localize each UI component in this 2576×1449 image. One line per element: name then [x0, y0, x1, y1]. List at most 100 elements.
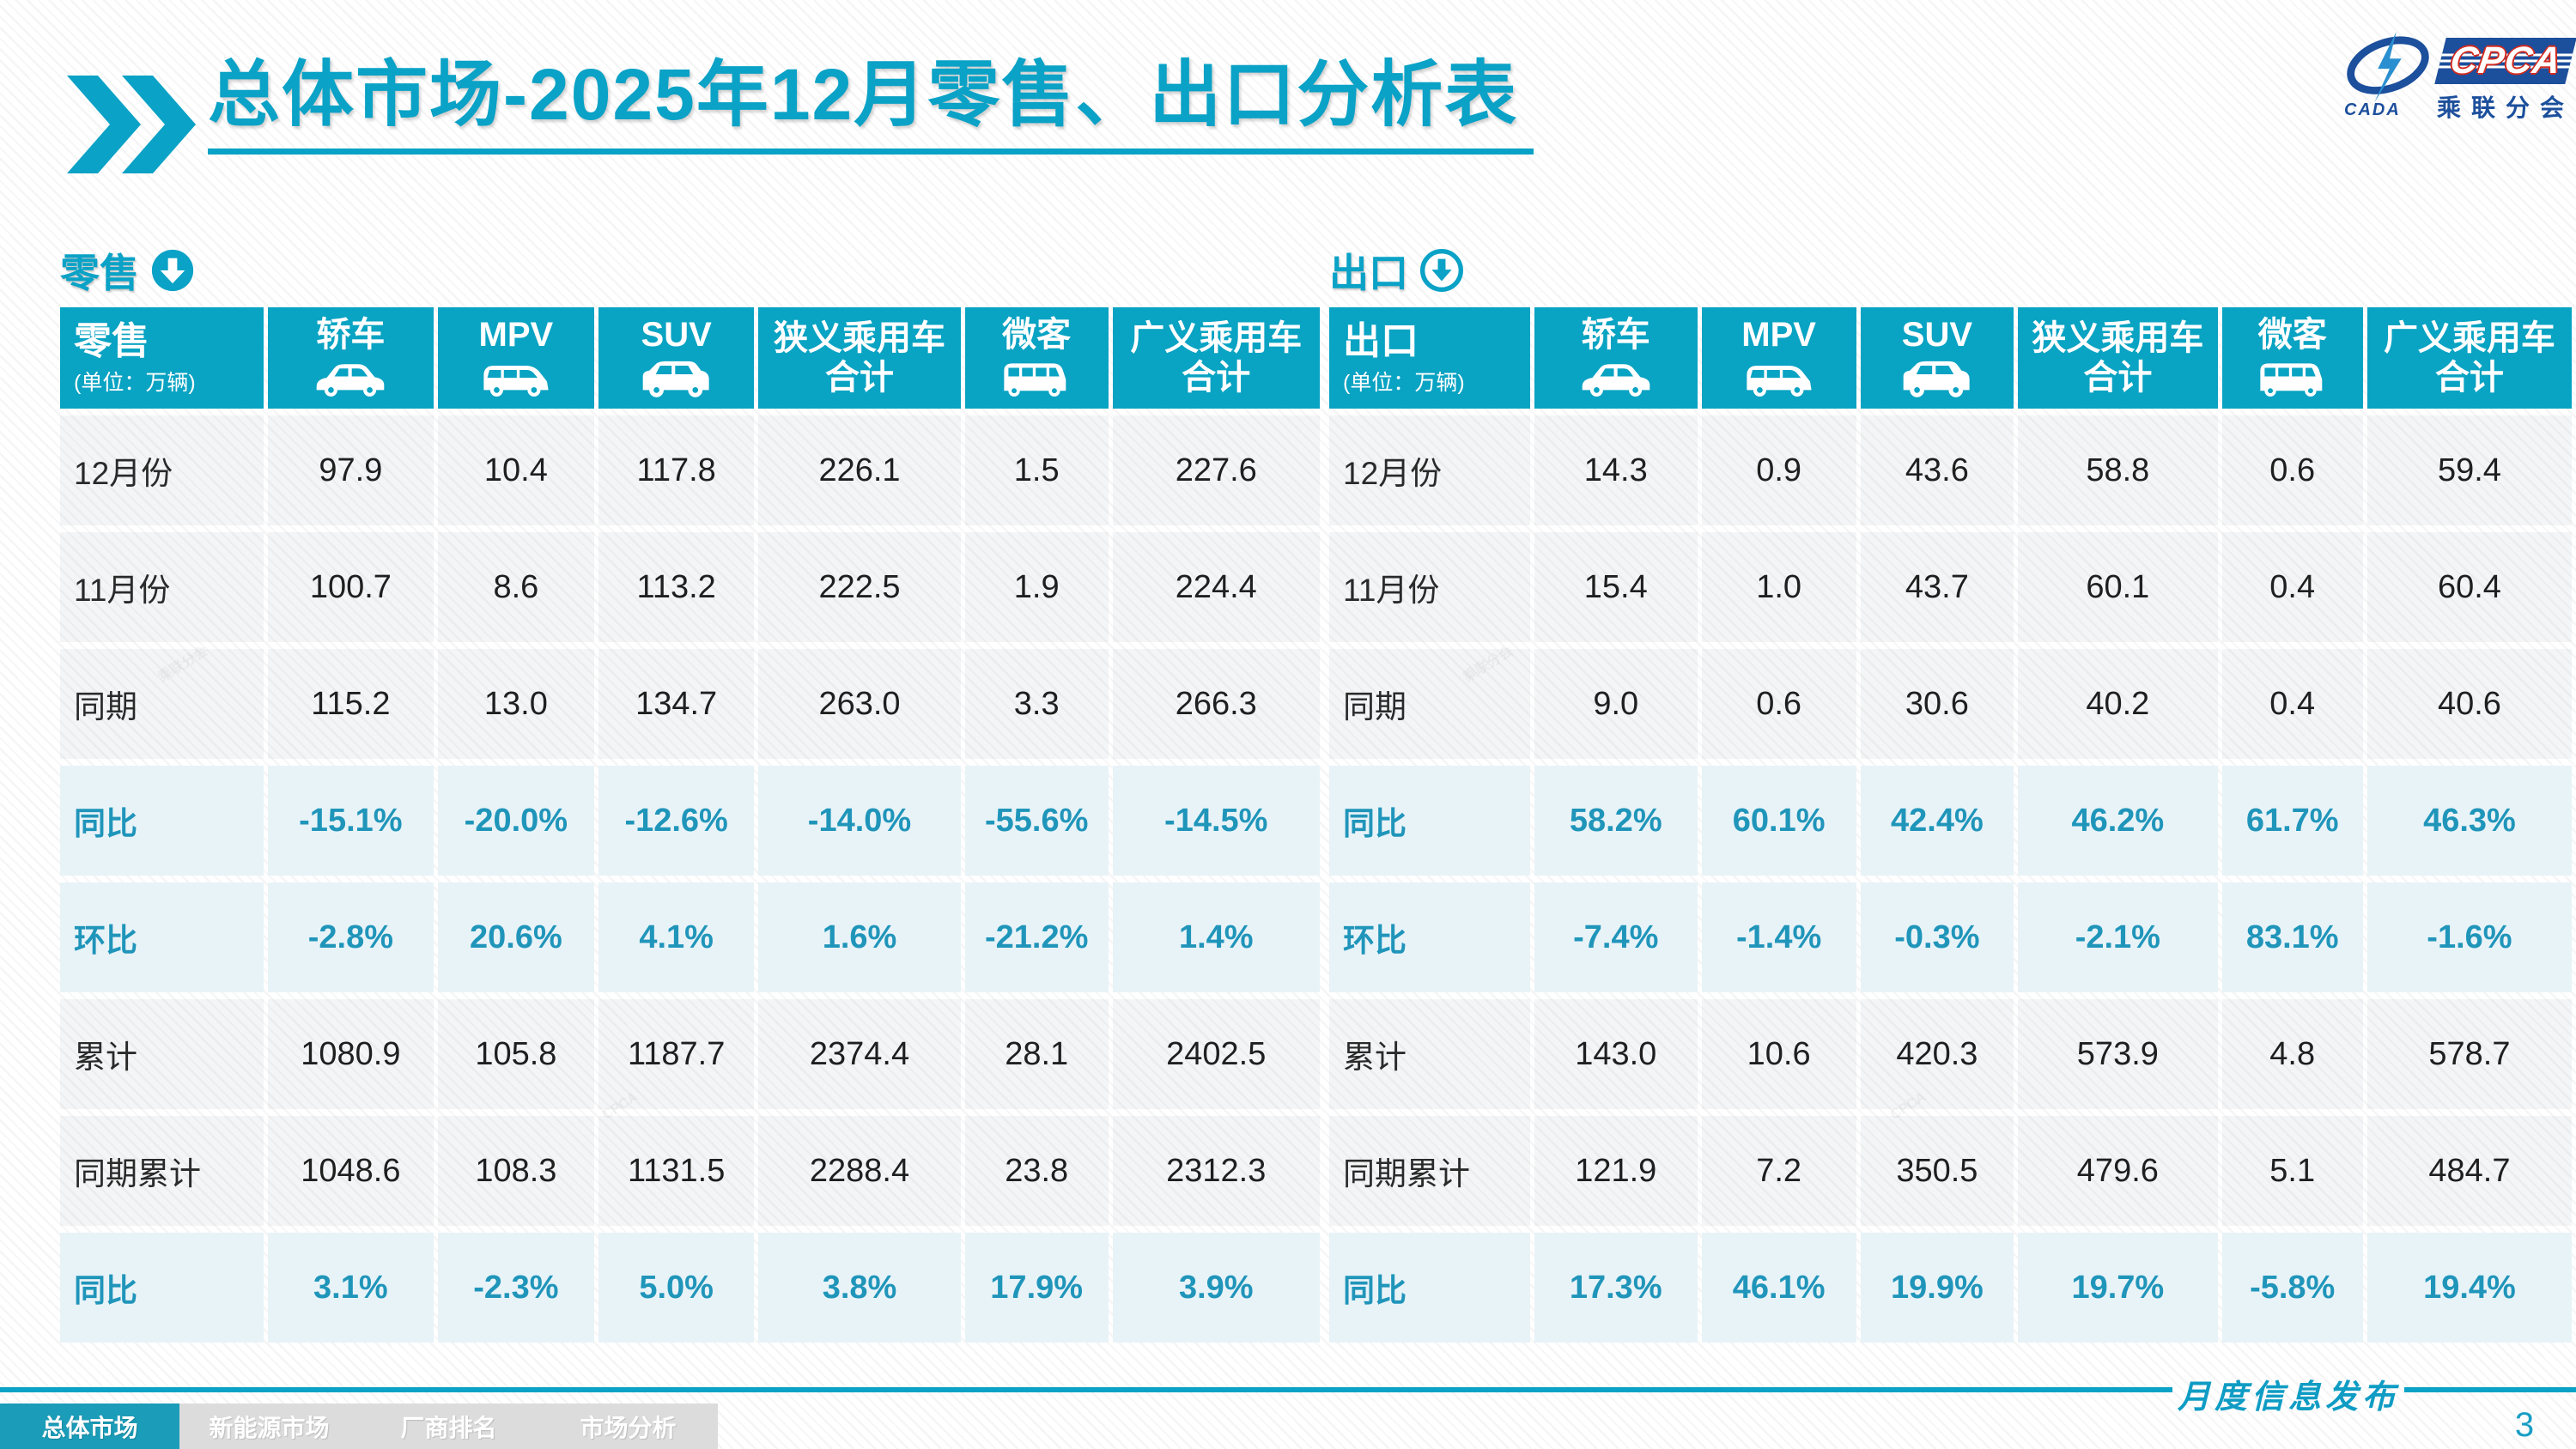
- value-cell: 4.8: [2221, 999, 2363, 1109]
- column-header: 微客: [2221, 307, 2363, 409]
- value-cell: 3.9%: [1112, 1233, 1320, 1343]
- value-cell: 2402.5: [1112, 999, 1320, 1109]
- sedan-icon: [317, 364, 385, 397]
- column-label: 微客: [1002, 316, 1072, 354]
- value-cell: 2374.4: [758, 999, 961, 1109]
- tab-overall-market[interactable]: 总体市场: [0, 1404, 179, 1449]
- value-cell: 59.4: [2366, 415, 2572, 525]
- retail-section-header: 零售: [60, 242, 194, 299]
- value-cell: 0.6: [1701, 649, 1856, 759]
- column-label: 广义乘用车: [2383, 319, 2555, 357]
- export-table: 出口 (单位：万辆) 轿车 MPV SUV 狭义乘用车 合计 微客 广义乘用车 合计 12月份 14.…: [1325, 300, 2576, 1349]
- column-header: SUV: [1860, 307, 2014, 409]
- corner-label: 出口: [1343, 320, 1419, 363]
- column-label-line2: 合计: [2083, 359, 2153, 397]
- value-cell: 3.3: [964, 649, 1109, 759]
- table-row: 同比 58.2% 60.1% 42.4% 46.2% 61.7% 46.3%: [1329, 766, 2572, 876]
- value-cell: 0.4: [2221, 649, 2363, 759]
- row-label: 环比: [1329, 882, 1530, 992]
- value-cell: 226.1: [758, 415, 961, 525]
- value-cell: 134.7: [598, 649, 755, 759]
- column-label: 狭义乘用车: [774, 319, 945, 357]
- tab-nev-market[interactable]: 新能源市场: [179, 1404, 359, 1449]
- sedan-icon: [1582, 364, 1650, 397]
- value-cell: 0.9: [1701, 415, 1856, 525]
- value-cell: -1.6%: [2366, 882, 2572, 992]
- mpv-icon: [1747, 365, 1812, 397]
- value-cell: 1.0: [1701, 532, 1856, 642]
- column-label: MPV: [1741, 316, 1816, 354]
- value-cell: 23.8: [964, 1116, 1109, 1226]
- value-cell: 1187.7: [598, 999, 755, 1109]
- value-cell: 484.7: [2366, 1116, 2572, 1226]
- footer-publication-label: 月度信息发布: [2177, 1379, 2399, 1416]
- value-cell: 14.3: [1534, 415, 1698, 525]
- column-label: 广义乘用车: [1130, 319, 1303, 357]
- value-cell: -15.1%: [268, 766, 434, 876]
- value-cell: 5.1: [2221, 1116, 2363, 1226]
- column-label-line2: 合计: [1182, 359, 1251, 397]
- value-cell: 8.6: [437, 532, 595, 642]
- value-cell: 19.9%: [1860, 1233, 2014, 1343]
- value-cell: 58.2%: [1534, 766, 1698, 876]
- value-cell: -5.8%: [2221, 1233, 2363, 1343]
- value-cell: 43.7: [1860, 532, 2014, 642]
- retail-data-table: 零售 (单位：万辆) 轿车 MPV SUV 狭义乘用车 合计 微客 广义乘用车 合计 12月份 97.…: [56, 300, 1324, 1349]
- column-header: 轿车: [268, 307, 434, 409]
- row-label: 累计: [60, 999, 264, 1109]
- value-cell: 115.2: [268, 649, 434, 759]
- value-cell: -0.3%: [1860, 882, 2014, 992]
- row-label: 12月份: [60, 415, 264, 525]
- table-row: 累计 143.0 10.6 420.3 573.9 4.8 578.7: [1329, 999, 2572, 1109]
- value-cell: 60.1: [2018, 532, 2218, 642]
- table-row: 同期 115.2 13.0 134.7 263.0 3.3 266.3: [60, 649, 1320, 759]
- value-cell: 61.7%: [2221, 766, 2363, 876]
- value-cell: 1.4%: [1112, 882, 1320, 992]
- column-header: 广义乘用车 合计: [2366, 307, 2572, 409]
- tab-oem-ranking[interactable]: 厂商排名: [359, 1404, 538, 1449]
- column-label: 狭义乘用车: [2032, 319, 2204, 357]
- column-header: 狭义乘用车 合计: [758, 307, 961, 409]
- row-label: 同期累计: [60, 1116, 264, 1226]
- unit-note: (单位：万辆): [1343, 370, 1465, 395]
- table-row: 同期累计 121.9 7.2 350.5 479.6 5.1 484.7: [1329, 1116, 2572, 1226]
- export-data-table: 出口 (单位：万辆) 轿车 MPV SUV 狭义乘用车 合计 微客 广义乘用车 合计 12月份 14.…: [1325, 300, 2576, 1349]
- row-label: 同比: [60, 1233, 264, 1343]
- value-cell: 9.0: [1534, 649, 1698, 759]
- row-label: 环比: [60, 882, 264, 992]
- mpv-icon: [483, 365, 549, 397]
- value-cell: 1.9: [964, 532, 1109, 642]
- value-cell: 97.9: [268, 415, 434, 525]
- value-cell: 105.8: [437, 999, 595, 1109]
- value-cell: 350.5: [1860, 1116, 2014, 1226]
- export-section-label: 出口: [1329, 251, 1408, 295]
- column-label: 微客: [2257, 316, 2327, 354]
- double-chevron-icon: [67, 76, 196, 173]
- table-row: 同期 9.0 0.6 30.6 40.2 0.4 40.6: [1329, 649, 2572, 759]
- table-row: 同比 3.1% -2.3% 5.0% 3.8% 17.9% 3.9%: [60, 1233, 1320, 1343]
- tab-market-analysis[interactable]: 市场分析: [538, 1404, 718, 1449]
- cpca-label: CPCA: [2447, 39, 2564, 82]
- column-header: 轿车: [1534, 307, 1698, 409]
- column-header: 广义乘用车 合计: [1112, 307, 1320, 409]
- value-cell: -14.0%: [758, 766, 961, 876]
- export-corner-cell: 出口 (单位：万辆): [1329, 307, 1530, 409]
- table-row: 12月份 14.3 0.9 43.6 58.8 0.6 59.4: [1329, 415, 2572, 525]
- value-cell: 1.6%: [758, 882, 961, 992]
- column-label: 轿车: [1581, 316, 1650, 354]
- value-cell: 7.2: [1701, 1116, 1856, 1226]
- value-cell: 46.2%: [2018, 766, 2218, 876]
- value-cell: 227.6: [1112, 415, 1320, 525]
- column-header: MPV: [1701, 307, 1856, 409]
- table-row: 11月份 15.4 1.0 43.7 60.1 0.4 60.4: [1329, 532, 2572, 642]
- value-cell: 3.1%: [268, 1233, 434, 1343]
- value-cell: 40.6: [2366, 649, 2572, 759]
- value-cell: 1.5: [964, 415, 1109, 525]
- value-cell: 5.0%: [598, 1233, 755, 1343]
- suv-icon: [1903, 361, 1970, 397]
- value-cell: 420.3: [1860, 999, 2014, 1109]
- value-cell: -14.5%: [1112, 766, 1320, 876]
- row-label: 同期: [60, 649, 264, 759]
- value-cell: 266.3: [1112, 649, 1320, 759]
- value-cell: 46.3%: [2366, 766, 2572, 876]
